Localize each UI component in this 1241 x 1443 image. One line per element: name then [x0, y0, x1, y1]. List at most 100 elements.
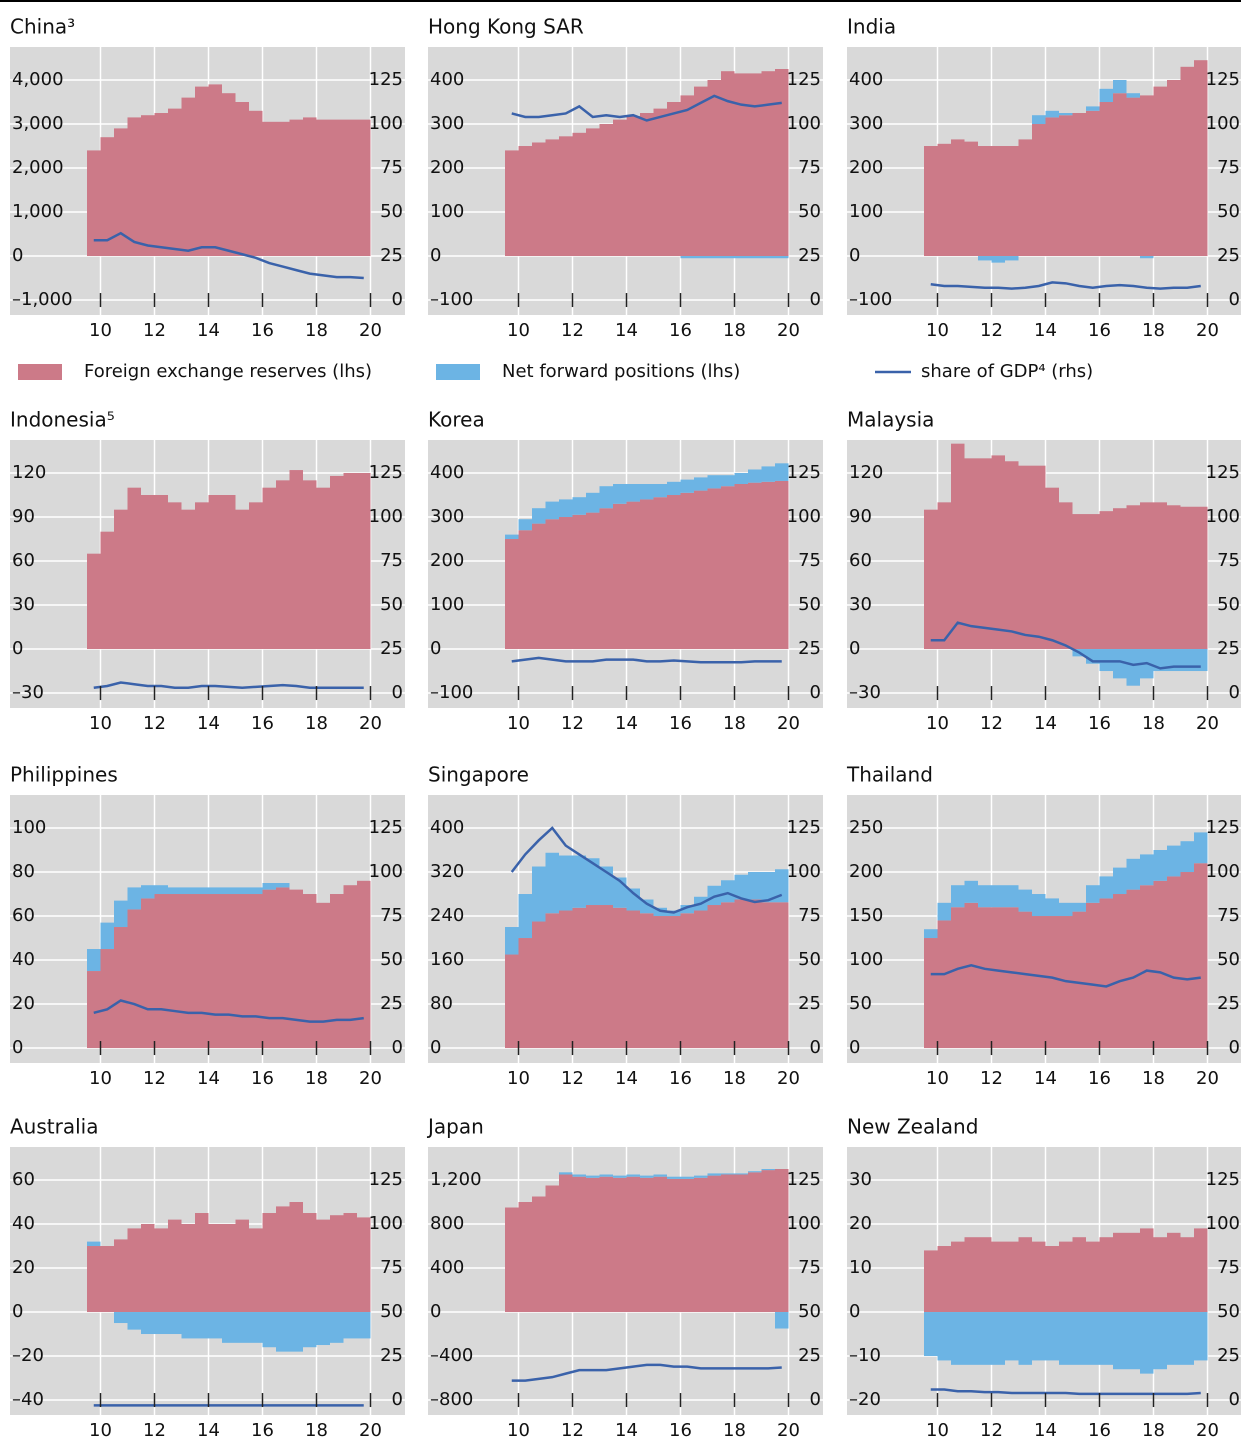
bar [559, 910, 573, 1049]
y-tick-label: 0 [430, 245, 441, 266]
y-tick-label: 60 [12, 1169, 35, 1190]
bar [599, 486, 613, 509]
y2-tick-label: 0 [392, 289, 403, 310]
y2-tick-label: 50 [798, 594, 821, 615]
bar [289, 1312, 303, 1352]
y2-tick-label: 100 [787, 506, 821, 527]
x-tick-label: 14 [197, 1068, 220, 1089]
y-tick-label: 60 [12, 905, 35, 926]
x-tick-label: 10 [89, 713, 112, 734]
bar [694, 490, 708, 650]
bar [303, 894, 317, 1049]
bar [114, 900, 128, 928]
y-tick-label: 240 [430, 905, 464, 926]
y2-tick-label: 25 [380, 1345, 403, 1366]
bar [1032, 1312, 1046, 1361]
bar [680, 1176, 694, 1179]
bar [964, 141, 978, 257]
y2-tick-label: 50 [798, 201, 821, 222]
bar [168, 108, 182, 257]
bar [1005, 1312, 1019, 1361]
bar [707, 80, 721, 257]
bar [721, 71, 735, 257]
x-tick-label: 10 [89, 320, 112, 341]
bar [276, 883, 290, 888]
bar [262, 883, 276, 890]
bar [1086, 110, 1100, 257]
y2-tick-label: 100 [1206, 506, 1240, 527]
bar [1153, 880, 1167, 1049]
bar [154, 1312, 168, 1335]
bar [626, 1176, 640, 1313]
bar [626, 116, 640, 257]
bar [249, 502, 263, 650]
y2-tick-label: 50 [1217, 594, 1240, 615]
bar [559, 1174, 573, 1313]
y2-tick-label: 100 [1206, 113, 1240, 134]
bar [1180, 506, 1194, 650]
bar [599, 1176, 613, 1313]
y-tick-label: 2,000 [12, 157, 64, 178]
bar [262, 889, 276, 1049]
bar [276, 121, 290, 257]
x-tick-label: 16 [251, 320, 274, 341]
panel-title: Indonesia⁵ [10, 408, 115, 432]
y-tick-label: 100 [849, 201, 883, 222]
bar [991, 256, 1005, 263]
x-tick-label: 18 [723, 320, 746, 341]
bar [599, 508, 613, 650]
bar [235, 102, 249, 257]
bar [951, 885, 965, 908]
line-series [930, 1388, 1201, 1396]
bar [1153, 502, 1167, 650]
bar [330, 1312, 344, 1343]
bar [357, 880, 371, 1049]
y2-tick-label: 75 [380, 550, 403, 571]
bar [154, 1228, 168, 1313]
bar [613, 1177, 627, 1313]
bar [1018, 889, 1032, 912]
y-tick-label: 0 [430, 1301, 441, 1322]
bar [978, 885, 992, 908]
x-tick-label: 18 [1142, 1420, 1165, 1439]
bar [249, 887, 263, 895]
bar [734, 256, 748, 259]
bar [626, 484, 640, 502]
panel-title: Hong Kong SAR [428, 15, 584, 39]
y-tick-label: 40 [12, 1213, 35, 1234]
y2-tick-label: 0 [1229, 289, 1240, 310]
bar [532, 1196, 546, 1313]
bar [707, 1173, 721, 1176]
y2-tick-label: 75 [380, 1257, 403, 1278]
bar [289, 470, 303, 650]
bar [1072, 911, 1086, 1049]
bar [653, 1176, 667, 1313]
bar [532, 921, 546, 1049]
x-tick-label: 20 [1196, 1420, 1219, 1439]
bar [168, 1312, 182, 1335]
y2-tick-label: 75 [1217, 157, 1240, 178]
bar [87, 971, 101, 1049]
y-tick-label: –40 [12, 1389, 44, 1410]
bar [303, 480, 317, 650]
panel-title: Korea [428, 408, 485, 432]
bar [734, 484, 748, 650]
y-tick-label: 400 [849, 69, 883, 90]
y-tick-label: 80 [430, 993, 453, 1014]
y2-tick-label: 100 [369, 1213, 403, 1234]
bar [775, 256, 789, 259]
bar [532, 866, 546, 922]
legend-label: Foreign exchange reserves (lhs) [84, 361, 372, 382]
bar [653, 1174, 667, 1177]
bar [181, 97, 195, 257]
bar [1086, 106, 1100, 111]
bar [613, 119, 627, 257]
y2-tick-label: 25 [380, 638, 403, 659]
bar [572, 1176, 586, 1313]
bar [680, 479, 694, 493]
bar [924, 1250, 938, 1313]
bar [1045, 898, 1059, 917]
x-tick-label: 20 [777, 713, 800, 734]
bar [289, 119, 303, 257]
bar [775, 69, 789, 257]
